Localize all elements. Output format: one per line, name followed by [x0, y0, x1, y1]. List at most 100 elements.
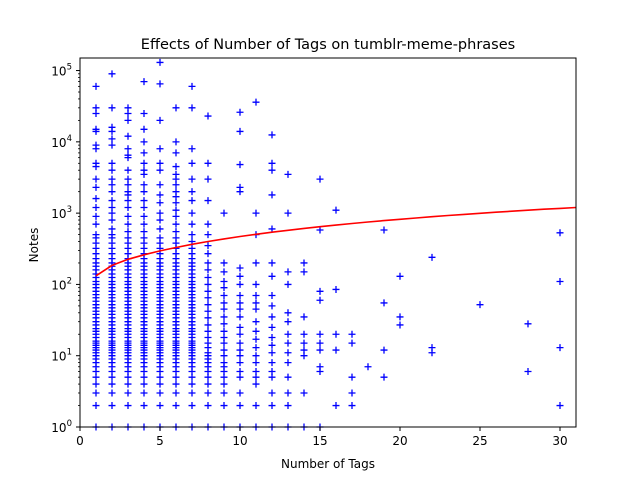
data-point	[140, 220, 148, 228]
data-point	[316, 175, 324, 183]
data-point	[268, 313, 276, 321]
data-point	[236, 305, 244, 313]
data-point	[268, 402, 276, 410]
data-point	[316, 339, 324, 347]
data-point	[204, 250, 212, 258]
data-point	[236, 323, 244, 331]
data-point	[396, 321, 404, 329]
data-point	[252, 352, 260, 360]
x-tick-label: 5	[156, 434, 164, 448]
data-point	[92, 389, 100, 397]
data-point	[348, 339, 356, 347]
data-point	[188, 231, 196, 239]
data-point	[108, 70, 116, 78]
data-point	[92, 195, 100, 203]
data-point	[316, 368, 324, 376]
data-point	[156, 191, 164, 199]
data-point	[204, 327, 212, 335]
data-point	[92, 220, 100, 228]
data-point	[124, 109, 132, 117]
data-point	[284, 339, 292, 347]
data-point	[140, 197, 148, 205]
data-point	[108, 141, 116, 149]
data-point	[140, 149, 148, 157]
data-point	[140, 402, 148, 410]
data-point	[188, 402, 196, 410]
y-tick-label: 101	[51, 348, 72, 364]
data-point	[204, 242, 212, 250]
data-point	[156, 145, 164, 153]
data-point	[92, 175, 100, 183]
data-point	[204, 266, 212, 274]
data-point	[92, 212, 100, 220]
data-point	[172, 380, 180, 388]
data-point	[156, 373, 164, 381]
data-point	[204, 280, 212, 288]
data-point	[220, 277, 228, 285]
data-point	[108, 181, 116, 189]
data-point	[268, 259, 276, 267]
data-point	[220, 380, 228, 388]
data-point	[140, 181, 148, 189]
data-point	[220, 402, 228, 410]
data-points	[92, 58, 564, 431]
data-point	[204, 220, 212, 228]
data-point	[188, 197, 196, 205]
data-point	[108, 380, 116, 388]
data-point	[156, 166, 164, 174]
data-point	[108, 104, 116, 112]
data-point	[268, 334, 276, 342]
data-point	[284, 170, 292, 178]
data-point	[92, 145, 100, 153]
data-point	[108, 402, 116, 410]
data-point	[188, 175, 196, 183]
data-point	[220, 339, 228, 347]
data-point	[204, 321, 212, 329]
data-point	[220, 352, 228, 360]
data-point	[156, 216, 164, 224]
data-point	[124, 212, 132, 220]
data-point	[284, 389, 292, 397]
data-point	[268, 359, 276, 367]
data-point	[156, 402, 164, 410]
data-point	[220, 313, 228, 321]
data-point	[108, 389, 116, 397]
data-point	[236, 188, 244, 196]
data-point	[252, 380, 260, 388]
data-point	[172, 149, 180, 157]
data-point	[268, 302, 276, 310]
data-point	[140, 212, 148, 220]
data-point	[268, 373, 276, 381]
data-point	[316, 296, 324, 304]
data-point	[124, 166, 132, 174]
data-point	[380, 299, 388, 307]
data-point	[252, 373, 260, 381]
axes-frame	[79, 57, 577, 428]
data-point	[236, 339, 244, 347]
data-point	[108, 197, 116, 205]
data-point	[556, 229, 564, 237]
data-point	[204, 373, 212, 381]
data-point	[92, 82, 100, 90]
data-point	[172, 373, 180, 381]
data-point	[268, 131, 276, 139]
data-point	[348, 402, 356, 410]
data-point	[332, 285, 340, 293]
data-point	[556, 277, 564, 285]
data-point	[156, 159, 164, 167]
data-point	[236, 264, 244, 272]
data-point	[252, 299, 260, 307]
data-point	[252, 344, 260, 352]
data-point	[172, 199, 180, 207]
data-point	[92, 380, 100, 388]
y-tick-label: 102	[51, 276, 72, 292]
data-point	[332, 330, 340, 338]
data-point	[236, 108, 244, 116]
data-point	[108, 209, 116, 217]
data-point	[140, 125, 148, 133]
data-point	[348, 389, 356, 397]
data-point	[156, 209, 164, 217]
data-point	[92, 127, 100, 135]
data-point	[108, 127, 116, 135]
data-point	[252, 209, 260, 217]
